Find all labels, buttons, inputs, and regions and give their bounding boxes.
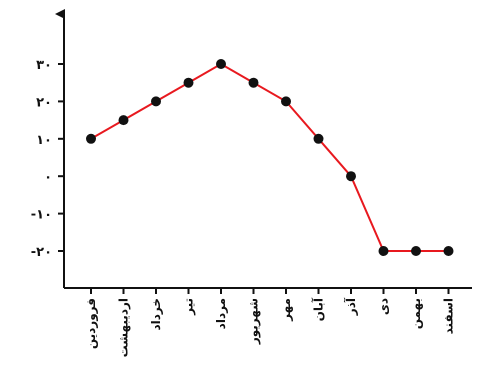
y-tick-label: -۲۰ — [31, 245, 52, 260]
x-category-label: شهریور — [247, 298, 262, 345]
data-point — [151, 96, 161, 107]
x-category-label: مهر — [279, 298, 293, 322]
series — [86, 59, 454, 256]
y-tick-label: ۳۰ — [36, 58, 52, 73]
x-category-label: تیر — [182, 298, 196, 316]
x-category-label: فروردین — [84, 298, 99, 349]
x-category-label: آبان — [311, 297, 326, 321]
x-category-label: اردیبهشت — [117, 298, 131, 357]
x-category-label: اسفند — [442, 298, 456, 334]
data-point — [86, 133, 96, 144]
x-category-label: خرداد — [149, 298, 163, 331]
y-tick-label: ۲۰ — [36, 95, 52, 110]
data-point — [346, 171, 356, 182]
x-category-label: مرداد — [214, 298, 228, 329]
data-point — [248, 77, 259, 88]
data-point — [443, 246, 454, 256]
axes — [55, 9, 472, 289]
x-category-label: آذر — [343, 297, 358, 316]
x-category-label: دی — [377, 298, 391, 315]
y-tick-label: ۱۰ — [36, 133, 52, 148]
data-point — [281, 96, 291, 107]
y-tick-label: ۰ — [44, 170, 52, 185]
y-tick-label: -۱۰ — [31, 208, 52, 223]
data-point — [378, 246, 389, 256]
x-axis-ticks: فروردین اردیبهشت خرداد تیر مرداد شهریور مهر آبا… — [84, 288, 456, 357]
data-point — [313, 133, 324, 144]
x-category-label: بهمن — [409, 298, 423, 329]
y-axis-ticks: ۳۰ ۲۰ ۱۰ ۰ -۱۰ -۲۰ — [31, 58, 64, 260]
series-line — [90, 62, 449, 252]
data-point — [216, 59, 226, 69]
data-point — [183, 77, 194, 88]
data-point — [411, 246, 421, 256]
data-point — [118, 115, 129, 126]
